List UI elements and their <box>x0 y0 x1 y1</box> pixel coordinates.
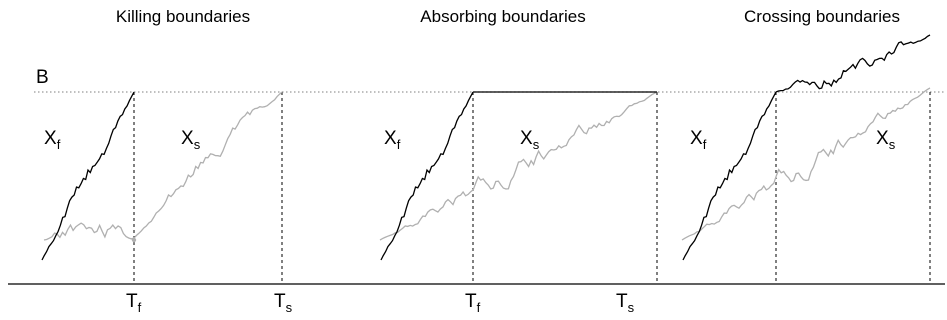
slow-path-label: Xs <box>520 128 540 152</box>
slow-path <box>133 91 283 239</box>
slow-path-dot <box>131 237 137 243</box>
panel-absorbing: Absorbing boundaries Xf Xs Tf Ts <box>379 7 658 315</box>
ts-label: Ts <box>616 291 635 315</box>
panel-title-crossing: Crossing boundaries <box>744 7 900 26</box>
fast-path-label: Xf <box>44 128 61 152</box>
tf-label: Tf <box>465 291 481 315</box>
fast-path-continued <box>775 34 931 93</box>
fast-path <box>41 91 135 261</box>
slow-path-label: Xs <box>181 128 201 152</box>
fast-path <box>380 91 474 261</box>
slow-path-left <box>43 222 135 241</box>
slow-path-label: Xs <box>876 128 896 152</box>
panel-title-absorbing: Absorbing boundaries <box>420 7 585 26</box>
slow-path <box>681 87 931 241</box>
ts-label: Ts <box>274 291 293 315</box>
tf-label: Tf <box>126 291 142 315</box>
fast-path-label: Xf <box>384 128 401 152</box>
panel-crossing: Crossing boundaries Xf Xs <box>681 7 931 284</box>
boundary-label: B <box>36 67 49 88</box>
slow-path <box>379 91 658 241</box>
fast-path-label: Xf <box>690 128 707 152</box>
panel-title-killing: Killing boundaries <box>116 7 250 26</box>
fast-path <box>682 91 777 261</box>
panel-killing: Killing boundaries Xf Xs Tf Ts <box>41 7 293 315</box>
